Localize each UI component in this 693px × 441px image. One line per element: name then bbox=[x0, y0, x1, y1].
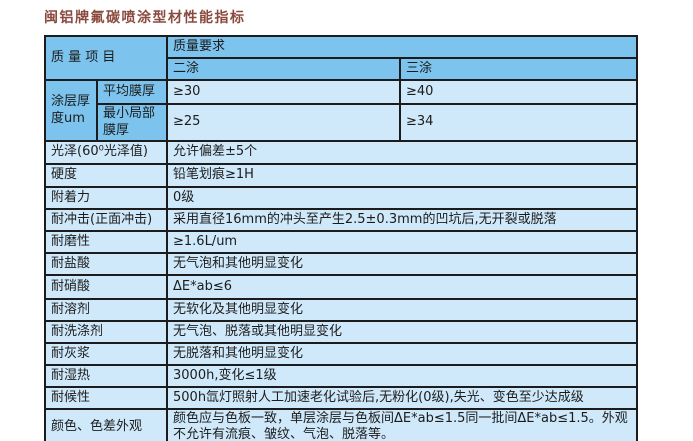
row-label-cell: 耐硝酸 bbox=[44, 274, 168, 300]
row-value-cell-three-coat: ≥40 bbox=[398, 79, 639, 105]
row-label-cell: 耐灰浆 bbox=[44, 342, 168, 366]
row-label-cell: 耐候性 bbox=[44, 386, 168, 410]
table-row: 耐洗涤剂 无气泡、脱落或其他明显变化 bbox=[44, 320, 639, 344]
row-value-cell: 铅笔划痕≥1H bbox=[165, 163, 639, 188]
header-cell-two-coat: 二涂 bbox=[166, 57, 401, 81]
row-label-cell: 最小局部膜厚 bbox=[96, 103, 168, 142]
row-label-cell: 硬度 bbox=[44, 163, 168, 188]
row-value-cell-three-coat: ≥34 bbox=[398, 103, 639, 142]
row-label-cell: 平均膜厚 bbox=[96, 79, 168, 105]
row-value-cell-two-coat: ≥25 bbox=[166, 103, 401, 142]
row-value-cell: 3000h,变化≤1级 bbox=[165, 364, 639, 388]
row-label-cell: 耐冲击(正面冲击) bbox=[44, 208, 168, 232]
row-label-cell: 耐磨性 bbox=[44, 230, 168, 254]
header-cell-requirement: 质量要求 bbox=[165, 35, 639, 59]
table-row: 耐灰浆 无脱落和其他明显变化 bbox=[44, 342, 639, 366]
row-value-cell: 无气泡、脱落或其他明显变化 bbox=[165, 320, 639, 344]
table-row: 耐磨性 ≥1.6L/um bbox=[44, 230, 639, 254]
row-label-cell: 颜色、色差外观 bbox=[44, 408, 168, 441]
row-label-cell: 光泽(60⁰光泽值) bbox=[44, 140, 168, 165]
row-value-cell: ΔE*ab≤6 bbox=[165, 274, 639, 300]
table-header-row: 质 量 项 目 质量要求 bbox=[44, 35, 639, 81]
row-value-cell: ≥1.6L/um bbox=[165, 230, 639, 254]
row-value-cell-two-coat: ≥30 bbox=[166, 79, 401, 105]
row-label-cell: 附着力 bbox=[44, 186, 168, 210]
table-row: 耐候性 500h氙灯照射人工加速老化试验后,无粉化(0级),失光、变色至少达成级 bbox=[44, 386, 639, 410]
row-value-cell: 0级 bbox=[165, 186, 639, 210]
table-row: 耐冲击(正面冲击) 采用直径16mm的冲头至产生2.5±0.3mm的凹坑后,无开… bbox=[44, 208, 639, 232]
table-row: 耐湿热 3000h,变化≤1级 bbox=[44, 364, 639, 388]
row-label-cell: 耐溶剂 bbox=[44, 298, 168, 322]
row-label-cell: 耐洗涤剂 bbox=[44, 320, 168, 344]
row-value-cell: 允许偏差±5个 bbox=[165, 140, 639, 165]
row-value-cell: 无软化及其他明显变化 bbox=[165, 298, 639, 322]
table-row: 附着力 0级 bbox=[44, 186, 639, 210]
table-row: 涂层厚度um 平均膜厚 ≥30 ≥40 bbox=[44, 79, 639, 142]
table-row: 光泽(60⁰光泽值) 允许偏差±5个 bbox=[44, 140, 639, 165]
table-row: 硬度 铅笔划痕≥1H bbox=[44, 163, 639, 188]
row-label-cell: 耐湿热 bbox=[44, 364, 168, 388]
table-row: 耐盐酸 无气泡和其他明显变化 bbox=[44, 252, 639, 276]
table-row: 耐溶剂 无软化及其他明显变化 bbox=[44, 298, 639, 322]
table-row: 耐硝酸 ΔE*ab≤6 bbox=[44, 274, 639, 300]
row-value-cell: 无脱落和其他明显变化 bbox=[165, 342, 639, 366]
header-cell-item: 质 量 项 目 bbox=[44, 35, 168, 81]
table-row: 颜色、色差外观 颜色应与色板一致，单层涂层与色板间ΔE*ab≤1.5同一批间ΔE… bbox=[44, 408, 639, 441]
row-label-cell: 耐盐酸 bbox=[44, 252, 168, 276]
thickness-group-label-cell: 涂层厚度um bbox=[44, 79, 98, 142]
row-value-cell: 采用直径16mm的冲头至产生2.5±0.3mm的凹坑后,无开裂或脱落 bbox=[165, 208, 639, 232]
header-cell-three-coat: 三涂 bbox=[398, 57, 639, 81]
table-row: 最小局部膜厚 ≥25 ≥34 bbox=[45, 103, 639, 142]
spec-table: 质 量 项 目 质量要求 二涂 三涂 涂层厚度um 平均膜厚 ≥30 ≥40 最… bbox=[44, 35, 639, 441]
row-value-cell: 500h氙灯照射人工加速老化试验后,无粉化(0级),失光、变色至少达成级 bbox=[165, 386, 639, 410]
row-value-cell: 颜色应与色板一致，单层涂层与色板间ΔE*ab≤1.5同一批间ΔE*ab≤1.5。… bbox=[165, 408, 639, 441]
page-title: 闽铝牌氟碳喷涂型材性能指标 bbox=[44, 10, 246, 26]
table-subheader-row: 二涂 三涂 bbox=[45, 57, 639, 81]
row-value-cell: 无气泡和其他明显变化 bbox=[165, 252, 639, 276]
